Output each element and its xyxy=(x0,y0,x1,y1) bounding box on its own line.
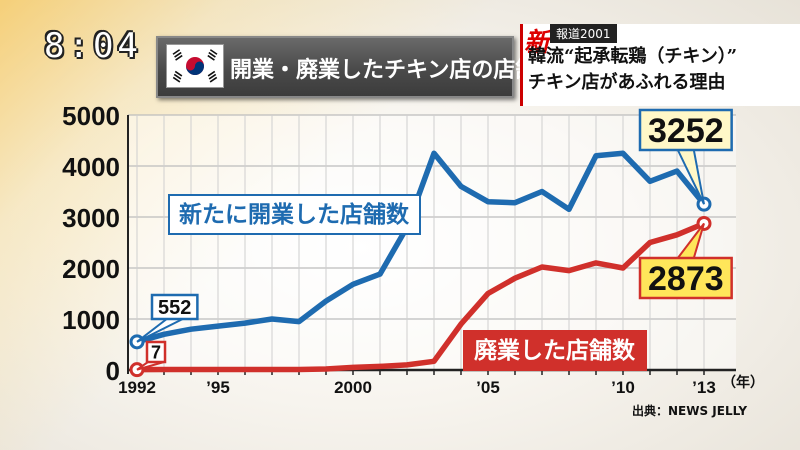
x-tick-label: 2000 xyxy=(334,378,372,397)
value-callout-end: 3252 xyxy=(648,112,724,150)
program-name: 報道2001 xyxy=(550,24,617,43)
x-tick-label: ’10 xyxy=(611,378,635,397)
y-tick-label: 4000 xyxy=(62,152,120,182)
x-tick-label: 1992 xyxy=(118,378,156,397)
value-callout-start: 7 xyxy=(151,342,161,362)
value-callout-end: 2873 xyxy=(648,260,724,298)
series-label: 新たに開業した店舗数 xyxy=(179,201,410,228)
series-label-box xyxy=(463,330,647,371)
title-banner: 開業・廃業したチキン店の店舗数 xyxy=(156,36,559,98)
x-axis-label: （年） xyxy=(722,374,764,391)
callout-box xyxy=(145,340,167,364)
callout-box xyxy=(638,108,733,152)
series-line-1 xyxy=(134,150,707,345)
news-tag: 新 xyxy=(524,28,551,58)
news-headline-1: 韓流“起承転鶏（チキン）” xyxy=(528,46,738,67)
korea-flag-icon xyxy=(166,44,224,88)
value-callout-start: 552 xyxy=(158,297,191,319)
x-tick-label: ’05 xyxy=(476,378,500,397)
chart-title: 開業・廃業したチキン店の店舗数 xyxy=(230,58,560,83)
series-label: 廃業した店舗数 xyxy=(474,337,636,364)
x-tick-label: ’95 xyxy=(206,378,230,397)
y-tick-label: 2000 xyxy=(62,254,120,284)
source-credit: 出典：NEWS JELLY xyxy=(632,404,748,418)
callout-box xyxy=(150,293,199,321)
callout-box xyxy=(638,256,733,300)
y-tick-label: 5000 xyxy=(62,101,120,131)
y-tick-label: 1000 xyxy=(62,305,120,335)
clock: 8:04 xyxy=(44,26,142,66)
series-line-2 xyxy=(134,220,707,373)
y-tick-label: 0 xyxy=(106,356,120,386)
y-tick-label: 3000 xyxy=(62,203,120,233)
series-label-box xyxy=(168,194,421,235)
news-headline-2: チキン店があふれる理由 xyxy=(528,72,726,93)
x-tick-label: ’13 xyxy=(692,378,716,397)
